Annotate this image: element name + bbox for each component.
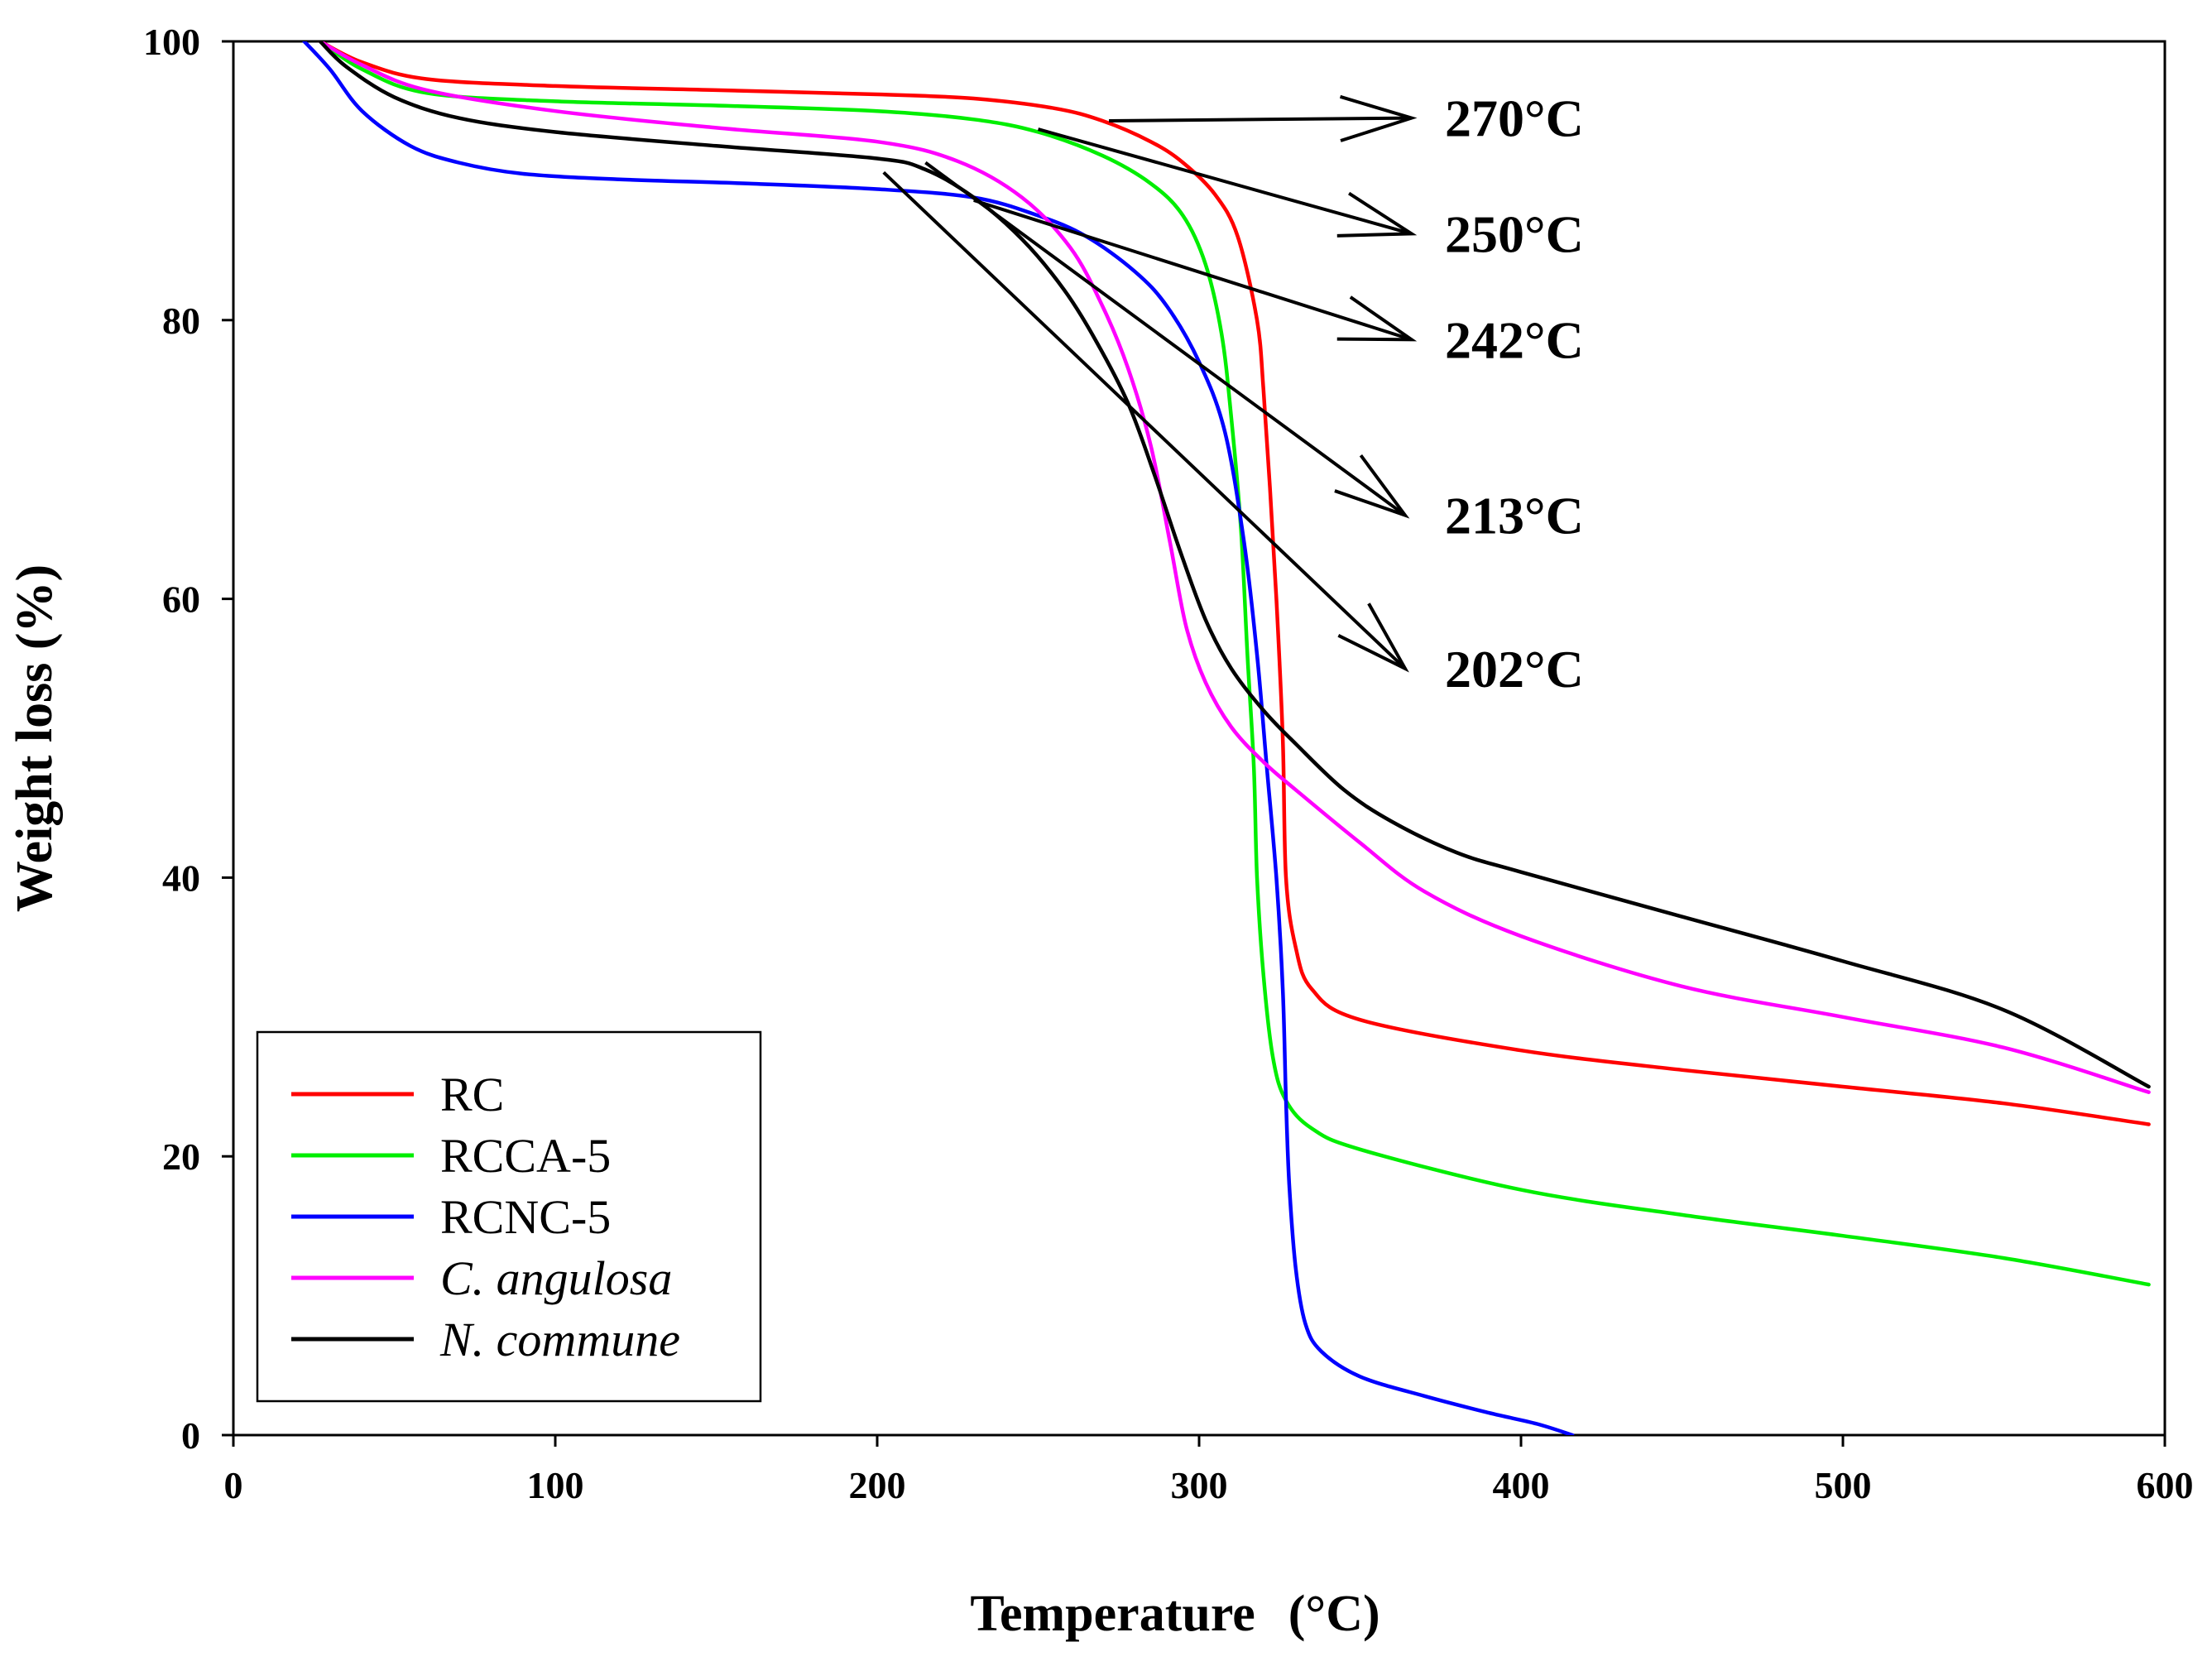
x-tick-label: 400 [1493,1464,1550,1506]
y-tick-label: 80 [162,300,200,342]
x-tick-label: 100 [527,1464,584,1506]
annotation-arrow-head [1336,191,1418,238]
y-tick-label: 20 [162,1135,200,1178]
annotation-label: 250°C [1445,204,1584,263]
annotation-label: 270°C [1445,89,1584,148]
annotation-arrow-head [1337,603,1409,673]
x-axis-title: Temperature (°C) [970,1586,1380,1642]
y-axis-title: Weight loss (%) [7,564,63,912]
annotation-arrow-head [1339,94,1418,142]
legend-label-n-commune: N. commune [439,1313,680,1366]
legend-label-rc: RC [440,1068,504,1121]
annotation-arrow-shaft [882,170,1407,670]
x-tick-label: 300 [1171,1464,1228,1506]
legend-label-rcca-5: RCCA-5 [440,1129,611,1183]
y-axis-ticks: 0 20 40 60 80 100 [143,21,233,1457]
x-axis-title-unit: (°C) [1288,1586,1380,1642]
x-tick-label: 200 [849,1464,906,1506]
series-line-rc [318,41,2151,1126]
legend: RC RCCA-5 RCNC-5 C. angulosa N. commune [256,1030,762,1403]
y-tick-label: 0 [181,1414,200,1457]
series-line-rcca-5 [318,41,2151,1287]
annotation-arrow-shaft [1037,127,1413,236]
annotation-arrow-shaft [973,199,1413,342]
y-tick-label: 40 [162,857,200,899]
x-tick-label: 500 [1815,1464,1872,1506]
series-lines [302,41,2151,1435]
annotation-arrow-shaft [924,161,1407,517]
series-line-rcnc-5 [302,41,1575,1435]
x-tick-label: 0 [224,1464,243,1506]
annotation-label: 242°C [1445,310,1584,369]
annotation-label: 213°C [1445,487,1584,545]
legend-label-rcnc-5: RCNC-5 [440,1190,611,1244]
temperature-annotations: 270°C 250°C 242°C 213°C 202°C [882,89,1584,699]
series-line-c-angulosa [318,41,2151,1094]
y-tick-label: 100 [143,21,200,63]
x-axis-title-text: Temperature [970,1586,1255,1642]
annotation-label: 202°C [1445,640,1584,699]
annotation-arrow-head [1334,454,1410,519]
annotation-arrow-head [1336,295,1418,342]
y-tick-label: 60 [162,579,200,621]
legend-label-c-angulosa: C. angulosa [440,1251,672,1305]
x-tick-label: 600 [2137,1464,2194,1506]
legend-items: RC RCCA-5 RCNC-5 C. angulosa N. commune [291,1068,680,1366]
series-line-n-commune [318,41,2151,1089]
annotation-arrow-shaft [1109,116,1412,122]
x-axis-ticks: 0 100 200 300 400 500 600 [224,1435,2194,1506]
